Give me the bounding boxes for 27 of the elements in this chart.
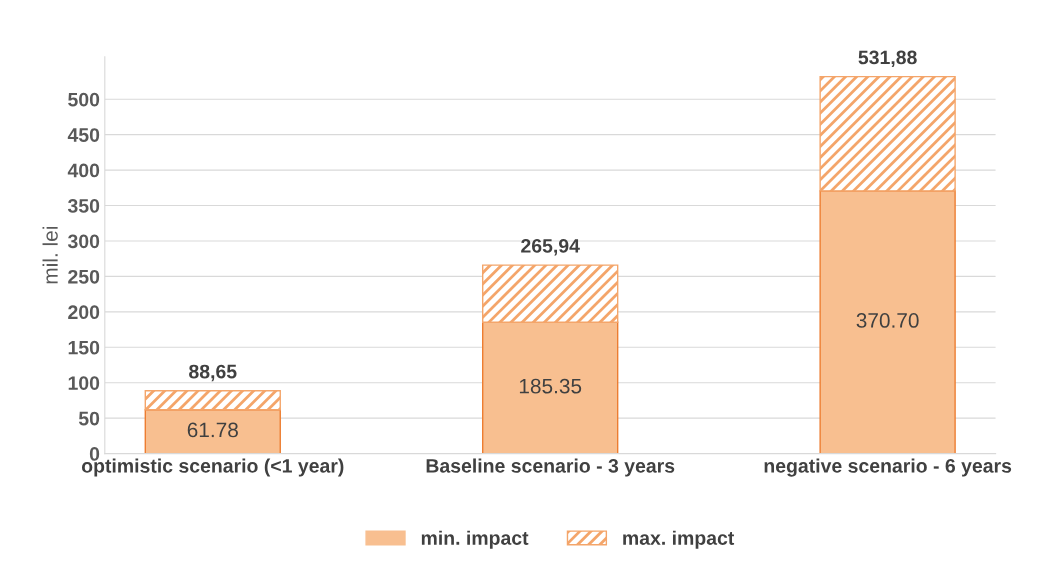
bar [144,390,281,411]
bar [819,75,956,192]
y-tick-label: 300 [67,234,100,249]
y-tick-label: 200 [68,305,100,320]
data-label: 370.70 [856,313,919,328]
y-tick-label: 100 [68,376,100,390]
y-tick-label: 450 [67,128,100,142]
data-label: 61.78 [187,422,238,438]
bar [482,321,619,454]
x-tick-label: Baseline scenario - 3 years [426,458,675,477]
y-tick-label: 250 [68,269,100,284]
y-axis-title: mil. lei [42,227,58,284]
bar [482,264,619,323]
total-label: 88,65 [189,364,237,382]
y-tick-label: 500 [68,92,100,107]
bar [144,409,281,454]
x-tick-label: negative scenario - 6 years [764,458,1012,477]
y-tick-label: 50 [78,411,100,426]
bar [819,190,956,454]
data-label: 185.35 [519,378,582,394]
y-tick-label: 150 [68,340,100,355]
y-tick-label: 350 [67,199,100,213]
total-label: 265,94 [521,239,580,256]
legend-label: min. impact [421,530,529,549]
legend-label: max. impact [623,530,735,549]
total-label: 531,88 [858,50,917,68]
y-tick-label: 400 [67,163,100,178]
